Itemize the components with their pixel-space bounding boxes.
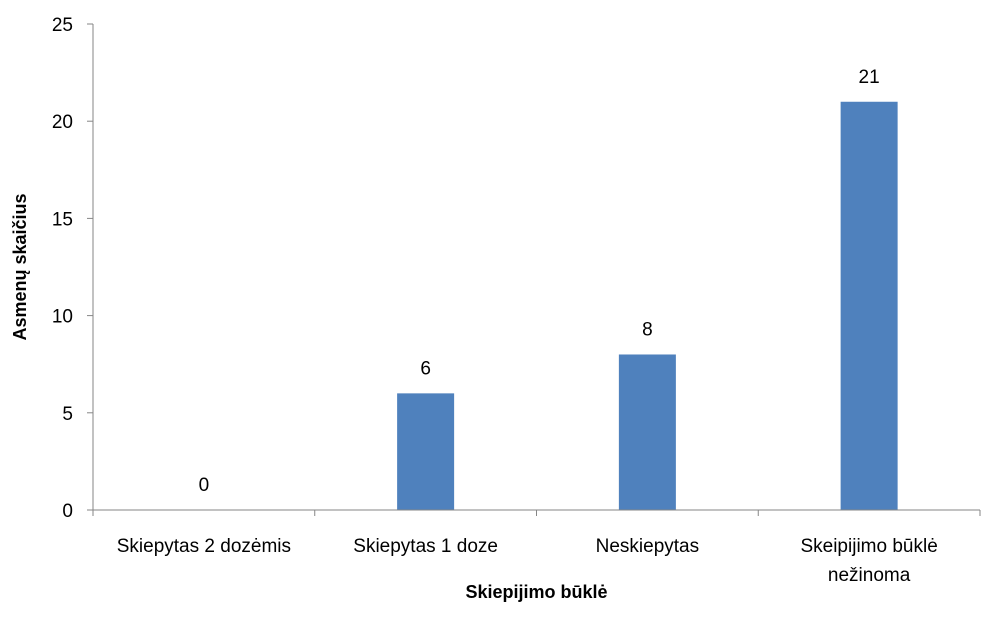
bars: [397, 101, 898, 510]
data-label: 0: [199, 475, 210, 496]
y-tick-label: 20: [52, 112, 73, 133]
data-label: 21: [859, 67, 880, 88]
bar: [618, 354, 676, 510]
bar: [840, 101, 898, 510]
x-category-label: Neskiepytas: [596, 536, 700, 557]
y-axis-title: Asmenų skaičius: [10, 193, 30, 340]
data-label: 8: [642, 319, 653, 340]
y-tick-label: 25: [52, 15, 73, 36]
x-axis-title: Skiepijimo būklė: [465, 582, 607, 602]
y-tick-label: 10: [52, 307, 73, 328]
data-label: 6: [420, 358, 431, 379]
y-tick-label: 5: [62, 404, 73, 425]
data-labels: 0 6 8 21: [199, 67, 880, 496]
y-tick-label: 0: [62, 501, 73, 522]
y-axis-ticks: 0 5 10 15 20 25: [52, 15, 981, 522]
x-category-label: Skeipijimo būklė nežinoma: [800, 536, 937, 586]
x-axis-category-labels: Skiepytas 2 dozėmis Skiepytas 1 doze Neski…: [117, 536, 938, 586]
x-category-label: Skiepytas 2 dozėmis: [117, 536, 291, 557]
y-tick-label: 15: [52, 209, 73, 230]
x-category-label: Skiepytas 1 doze: [353, 536, 498, 557]
bar: [397, 393, 455, 510]
